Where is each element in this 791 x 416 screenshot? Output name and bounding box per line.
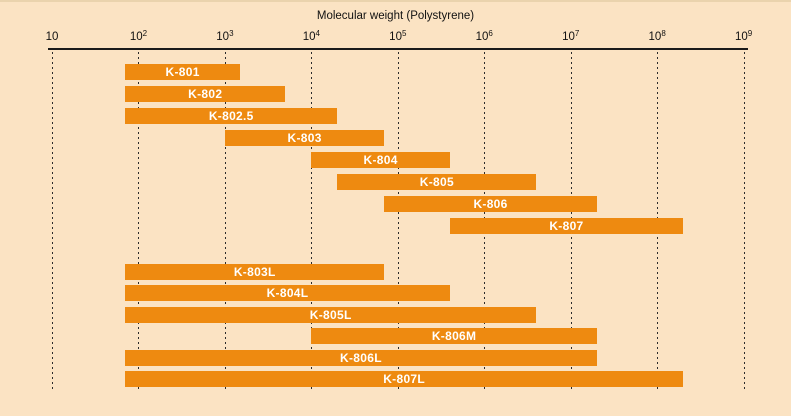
x-axis-tick-label: 10 bbox=[45, 31, 59, 43]
bar-label: K-804L bbox=[266, 286, 309, 300]
gridline bbox=[743, 52, 745, 392]
x-axis-line bbox=[48, 48, 748, 50]
bar-label: K-806 bbox=[473, 197, 508, 211]
bar-label: K-803 bbox=[287, 131, 322, 145]
gridline bbox=[52, 52, 53, 392]
tick-exponent: 8 bbox=[661, 29, 666, 38]
bar-label: K-807L bbox=[383, 372, 426, 386]
tick-exponent: 3 bbox=[229, 29, 234, 38]
x-axis-tick-label: 103 bbox=[216, 29, 234, 43]
bar-k-807l: K-807L bbox=[125, 371, 684, 387]
x-axis-tick-label: 106 bbox=[475, 29, 493, 43]
bar-k-802: K-802 bbox=[125, 86, 286, 102]
gridline bbox=[311, 52, 313, 392]
tick-exponent: 6 bbox=[488, 29, 493, 38]
chart-title: Molecular weight (Polystyrene) bbox=[316, 10, 475, 22]
bar-label: K-801 bbox=[165, 65, 200, 79]
gridline bbox=[397, 52, 399, 392]
tick-exponent: 2 bbox=[142, 29, 148, 38]
x-axis-tick-label: 108 bbox=[648, 29, 666, 43]
bar-k-805: K-805 bbox=[337, 174, 537, 190]
bar-label: K-805 bbox=[419, 175, 454, 189]
bar-k-803l: K-803L bbox=[125, 264, 385, 280]
tick-exponent: 9 bbox=[747, 29, 753, 38]
bar-label: K-804 bbox=[363, 153, 398, 167]
x-axis-tick-label: 104 bbox=[302, 29, 320, 43]
bar-label: K-803L bbox=[233, 265, 276, 279]
bar-k-805l: K-805L bbox=[125, 307, 537, 323]
x-axis-tick-label: 105 bbox=[389, 29, 407, 43]
bar-k-807: K-807 bbox=[449, 218, 684, 234]
bar-label: K-802.5 bbox=[208, 109, 254, 123]
gridline bbox=[224, 52, 226, 392]
x-axis-tick-label: 109 bbox=[734, 29, 753, 43]
x-axis-tick-label: 102 bbox=[129, 29, 148, 43]
bar-k-806m: K-806M bbox=[311, 328, 597, 344]
tick-exponent: 7 bbox=[574, 29, 580, 38]
bar-k-806l: K-806L bbox=[125, 350, 597, 366]
bar-k-804: K-804 bbox=[311, 152, 450, 168]
bar-label: K-802 bbox=[188, 87, 223, 101]
tick-exponent: 4 bbox=[315, 29, 320, 38]
tick-exponent: 5 bbox=[401, 29, 407, 38]
bar-k-806: K-806 bbox=[384, 196, 597, 212]
bar-k-804l: K-804L bbox=[125, 285, 450, 301]
gridline bbox=[138, 52, 140, 392]
bar-label: K-807 bbox=[549, 219, 584, 233]
x-axis-tick-label: 107 bbox=[562, 29, 580, 43]
bar-k-802-5: K-802.5 bbox=[125, 108, 338, 124]
bar-label: K-806M bbox=[431, 329, 477, 343]
bar-label: K-805L bbox=[309, 308, 352, 322]
bar-label: K-806L bbox=[340, 351, 382, 365]
bar-k-801: K-801 bbox=[125, 64, 241, 80]
bar-k-803: K-803 bbox=[224, 130, 385, 146]
